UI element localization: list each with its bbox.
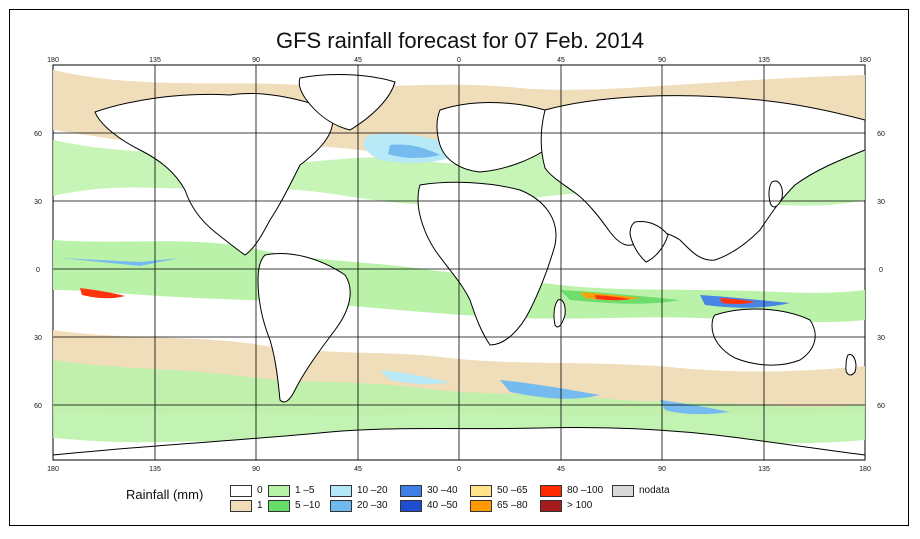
lon-tick-bottom: 135 (758, 466, 770, 473)
lon-tick-top: 180 (859, 57, 871, 64)
lon-tick-bottom: 45 (557, 466, 565, 473)
landmass-asia (540, 95, 866, 261)
lat-tick-right: 30 (877, 199, 885, 206)
lat-tick-left: 60 (34, 403, 42, 410)
lon-tick-bottom: 135 (149, 466, 161, 473)
map-frame (9, 9, 909, 526)
landmass-north-america (94, 93, 334, 256)
lat-tick-right: 60 (877, 131, 885, 138)
lat-tick-left: 30 (34, 199, 42, 206)
landmass-india (629, 221, 669, 263)
landmass-greenland (298, 74, 396, 131)
graticule (53, 65, 865, 460)
lon-tick-top: 90 (252, 57, 260, 64)
lat-tick-left: 30 (34, 335, 42, 342)
landmass-new-zealand (845, 353, 857, 376)
landmass-europe (436, 102, 555, 173)
lon-tick-bottom: 0 (457, 466, 461, 473)
lon-tick-top: 45 (354, 57, 362, 64)
lon-tick-bottom: 90 (658, 466, 666, 473)
lon-tick-top: 90 (658, 57, 666, 64)
lon-tick-top: 135 (149, 57, 161, 64)
map-title: GFS rainfall forecast for 07 Feb. 2014 (275, 28, 645, 53)
lon-tick-top: 45 (557, 57, 565, 64)
lat-tick-left: 60 (34, 131, 42, 138)
lon-tick-bottom: 45 (354, 466, 362, 473)
lat-tick-right: 30 (877, 335, 885, 342)
lon-tick-bottom: 180 (859, 466, 871, 473)
lat-tick-right: 0 (879, 267, 883, 274)
lon-ticks-bottom: 180 135 90 45 0 45 90 135 180 (47, 466, 871, 473)
lat-tick-right: 60 (877, 403, 885, 410)
lon-tick-bottom: 90 (252, 466, 260, 473)
lat-tick-left: 0 (36, 267, 40, 274)
landmass-africa (417, 181, 557, 346)
landmass-madagascar (553, 299, 566, 328)
lon-tick-top: 135 (758, 57, 770, 64)
lat-ticks-right: 60 30 0 30 60 (877, 131, 885, 410)
lon-tick-top: 180 (47, 57, 59, 64)
coastlines (52, 74, 866, 461)
lat-ticks-left: 60 30 0 30 60 (34, 131, 42, 410)
lon-ticks-top: 180 135 90 45 0 45 90 135 180 (47, 57, 871, 64)
landmass-japan (768, 180, 783, 208)
lon-tick-top: 0 (457, 57, 461, 64)
lon-tick-bottom: 180 (47, 466, 59, 473)
landmass-south-america (257, 253, 351, 403)
